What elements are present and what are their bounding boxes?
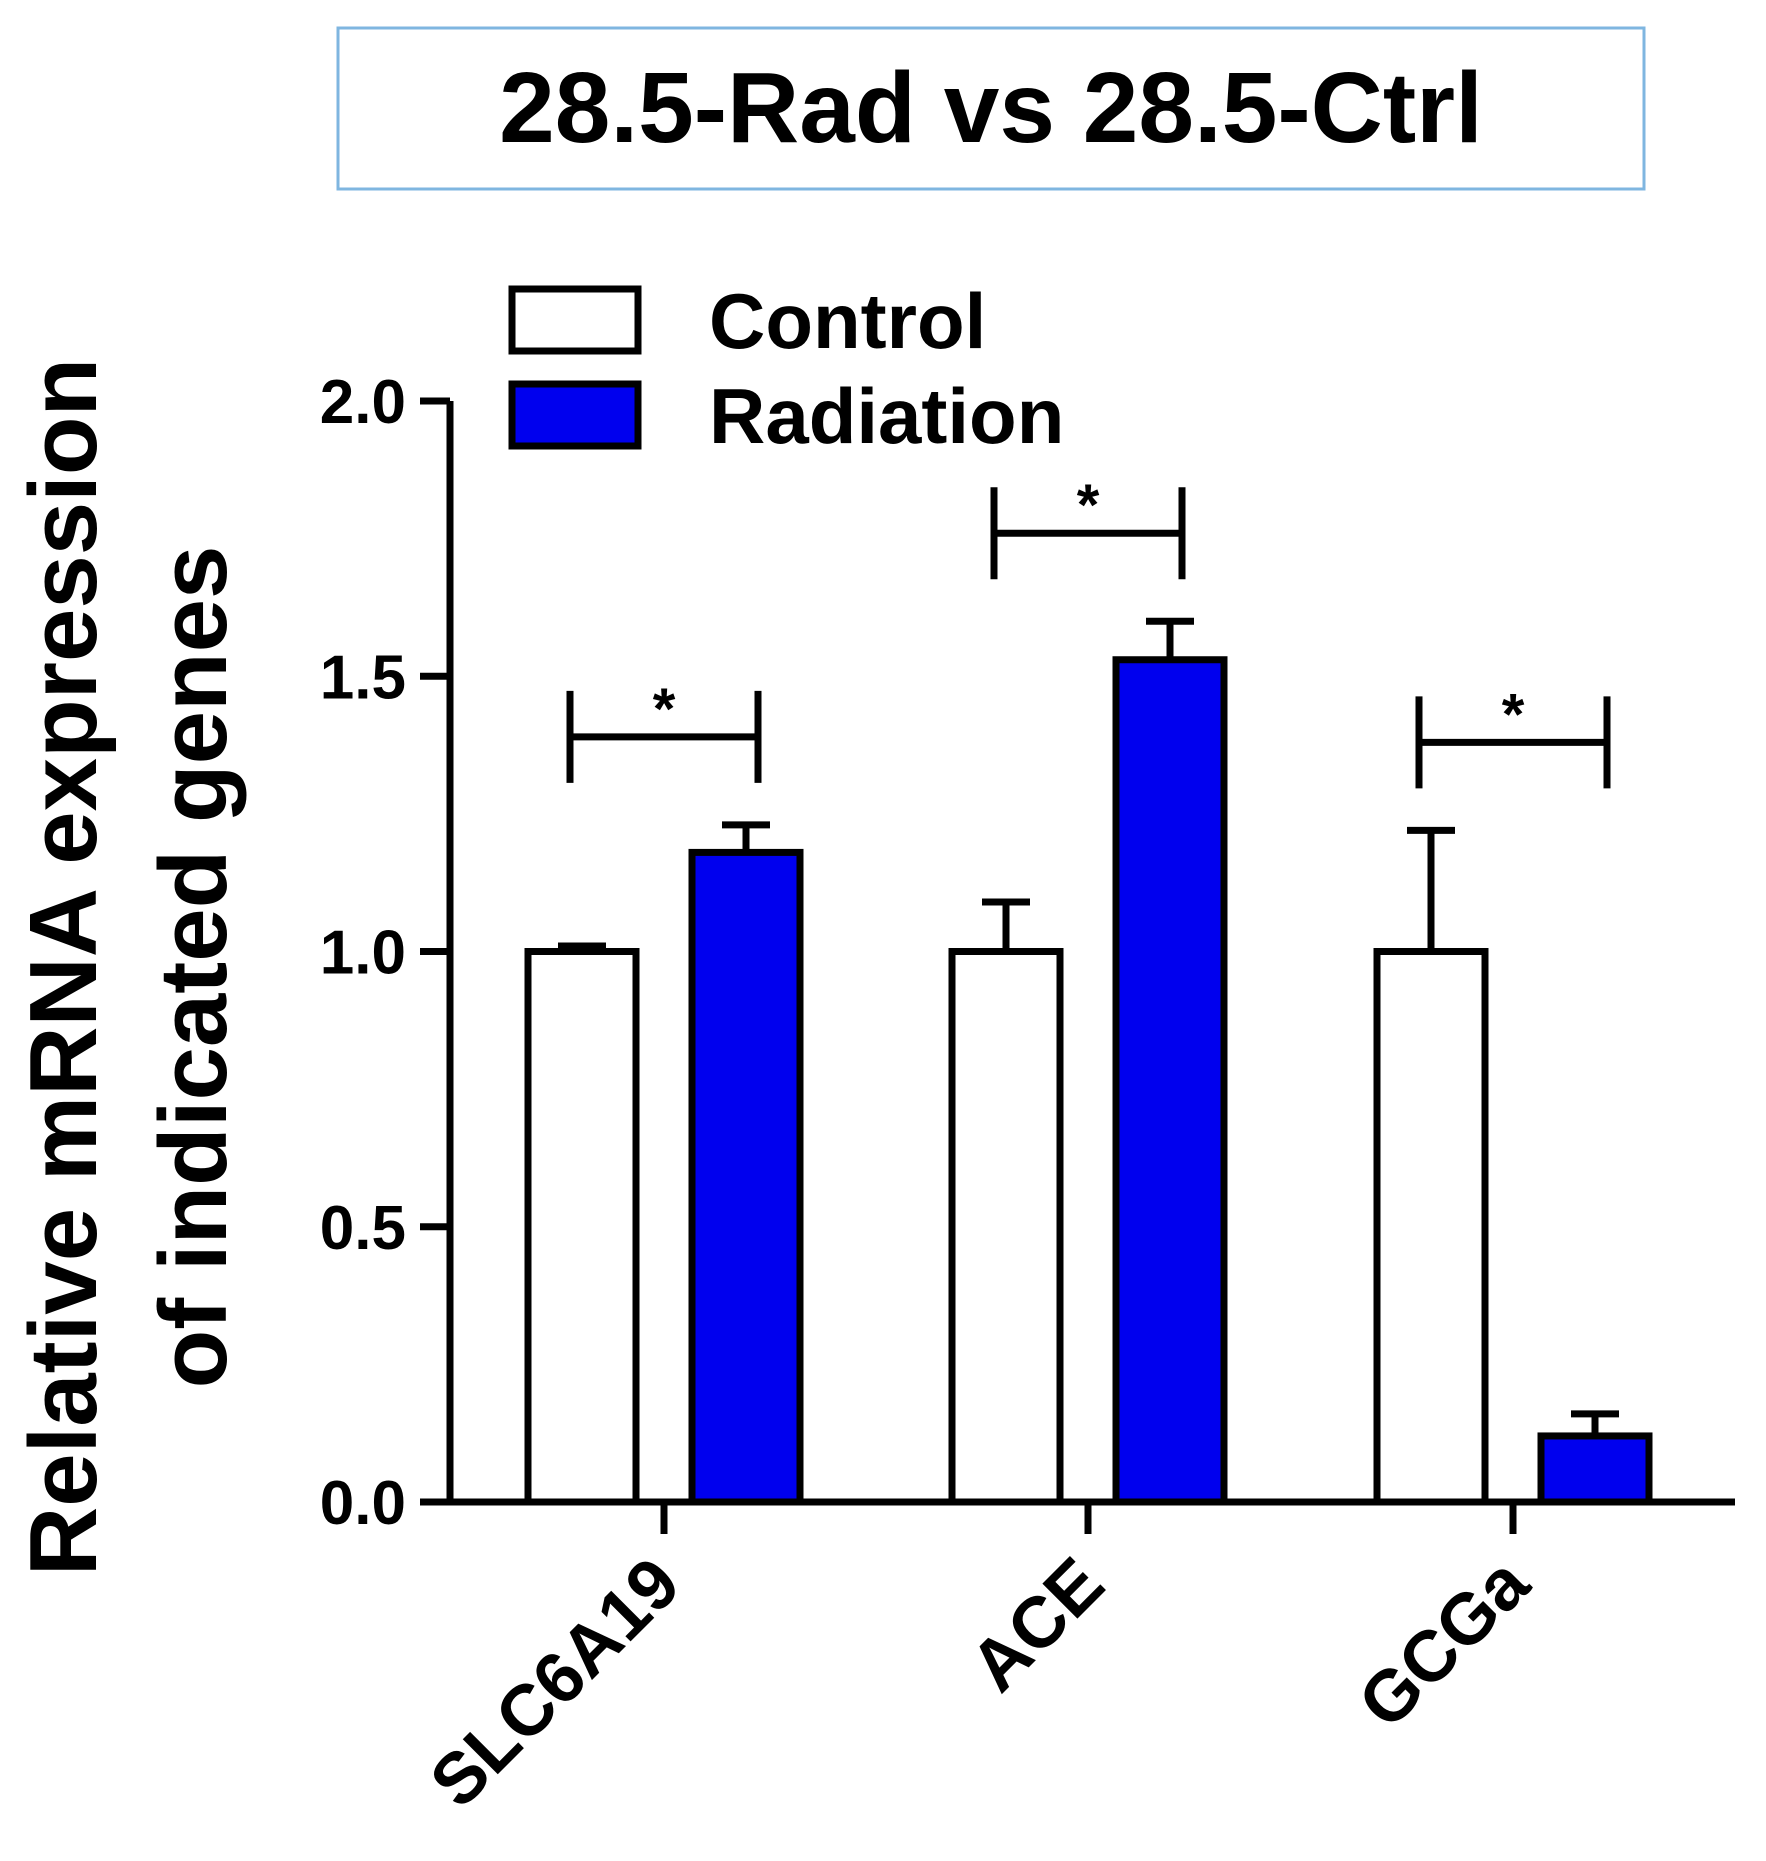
- bar-radiation-gcga: [1537, 1432, 1653, 1506]
- legend: Control Radiation: [508, 277, 1064, 460]
- bar-control-ace: [948, 948, 1064, 1506]
- chart-title: 28.5-Rad vs 28.5-Ctrl: [499, 52, 1483, 164]
- y-tick-label-4: 2.0: [320, 368, 406, 437]
- significance-label-ace: *: [1077, 473, 1100, 538]
- y-tick-label-0: 0.0: [320, 1469, 406, 1538]
- x-tick-label-slc6a19: SLC6A19: [415, 1543, 695, 1823]
- x-tick-label-gcga: GCGa: [1343, 1542, 1545, 1744]
- significance-bracket-gcga: [1415, 696, 1611, 789]
- legend-swatch-control: [508, 285, 642, 355]
- error-bar-radiation-slc6a19: [722, 821, 770, 853]
- x-tick-label-ace: ACE: [955, 1543, 1119, 1707]
- bars: * * *: [524, 473, 1653, 1506]
- error-bar-control-gcga: [1407, 826, 1455, 952]
- y-axis-label: Relative mRNA expression of indicated ge…: [10, 358, 247, 1576]
- error-bar-control-slc6a19: [558, 942, 606, 952]
- y-tick-label-1: 0.5: [320, 1194, 406, 1263]
- bar-control-gcga: [1373, 948, 1489, 1506]
- bar-radiation-slc6a19: [688, 848, 804, 1506]
- legend-label-control: Control: [709, 277, 986, 365]
- significance-bracket-slc6a19: [566, 690, 762, 783]
- bar-control-slc6a19: [524, 948, 640, 1506]
- y-tick-label-2: 1.0: [320, 919, 406, 988]
- axis-lines: [446, 401, 1735, 1506]
- error-bar-radiation-ace: [1146, 617, 1194, 660]
- bar-radiation-ace: [1112, 656, 1228, 1506]
- significance-bracket-ace: [990, 487, 1186, 580]
- significance-label-slc6a19: *: [653, 677, 676, 742]
- y-tick-label-3: 1.5: [320, 643, 406, 712]
- title-box: [336, 26, 1646, 191]
- y-axis-label-line-1: Relative mRNA expression: [10, 358, 117, 1576]
- y-axis-label-line-2: of indicated genes: [140, 546, 247, 1389]
- error-bar-radiation-gcga: [1571, 1410, 1619, 1436]
- error-bar-control-ace: [982, 898, 1030, 952]
- legend-label-radiation: Radiation: [709, 372, 1064, 460]
- legend-swatch-radiation: [508, 380, 642, 450]
- significance-label-gcga: *: [1502, 682, 1525, 747]
